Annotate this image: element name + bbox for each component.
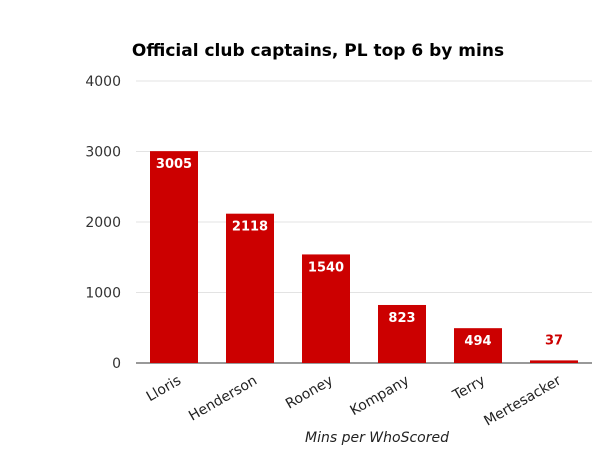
bar-lloris: [150, 151, 198, 363]
data-labels: 3005 2118 1540 823 494 37: [156, 157, 563, 349]
x-tick-label: Rooney: [283, 373, 336, 413]
data-label: 494: [464, 334, 491, 349]
bar-kompany: [378, 304, 426, 363]
data-label: 1540: [308, 260, 344, 275]
data-label: 823: [388, 311, 415, 326]
data-label: 3005: [156, 157, 192, 172]
y-tick-label: 3000: [85, 145, 121, 161]
bar-henderson: [226, 213, 274, 363]
y-axis: 0 1000 2000 3000 4000: [85, 74, 592, 372]
x-tick-label: Kompany: [347, 373, 412, 420]
x-tick-label: Henderson: [186, 373, 260, 425]
bars: [150, 151, 578, 363]
bar-rooney: [302, 254, 350, 363]
x-axis: Lloris Henderson Rooney Kompany TerryMertesa…: [144, 372, 564, 429]
bar-mertesacker: [530, 360, 578, 363]
y-tick-label: 2000: [85, 215, 121, 231]
x-tick-label: Mertesacker: [481, 372, 564, 429]
x-axis-label: Mins per WhoScored: [305, 430, 449, 446]
chart-title: Official club captains, PL top 6 by mins: [132, 41, 504, 61]
y-tick-label: 4000: [85, 74, 121, 90]
x-tick-label: Lloris: [144, 373, 184, 405]
data-label: 37: [545, 333, 563, 348]
y-tick-label: 0: [112, 356, 121, 372]
data-label: 2118: [232, 220, 268, 235]
gridlines: [136, 80, 592, 293]
x-tick-label: Terry: [449, 373, 488, 405]
bar-terry: [454, 328, 502, 363]
y-tick-label: 1000: [85, 286, 121, 302]
